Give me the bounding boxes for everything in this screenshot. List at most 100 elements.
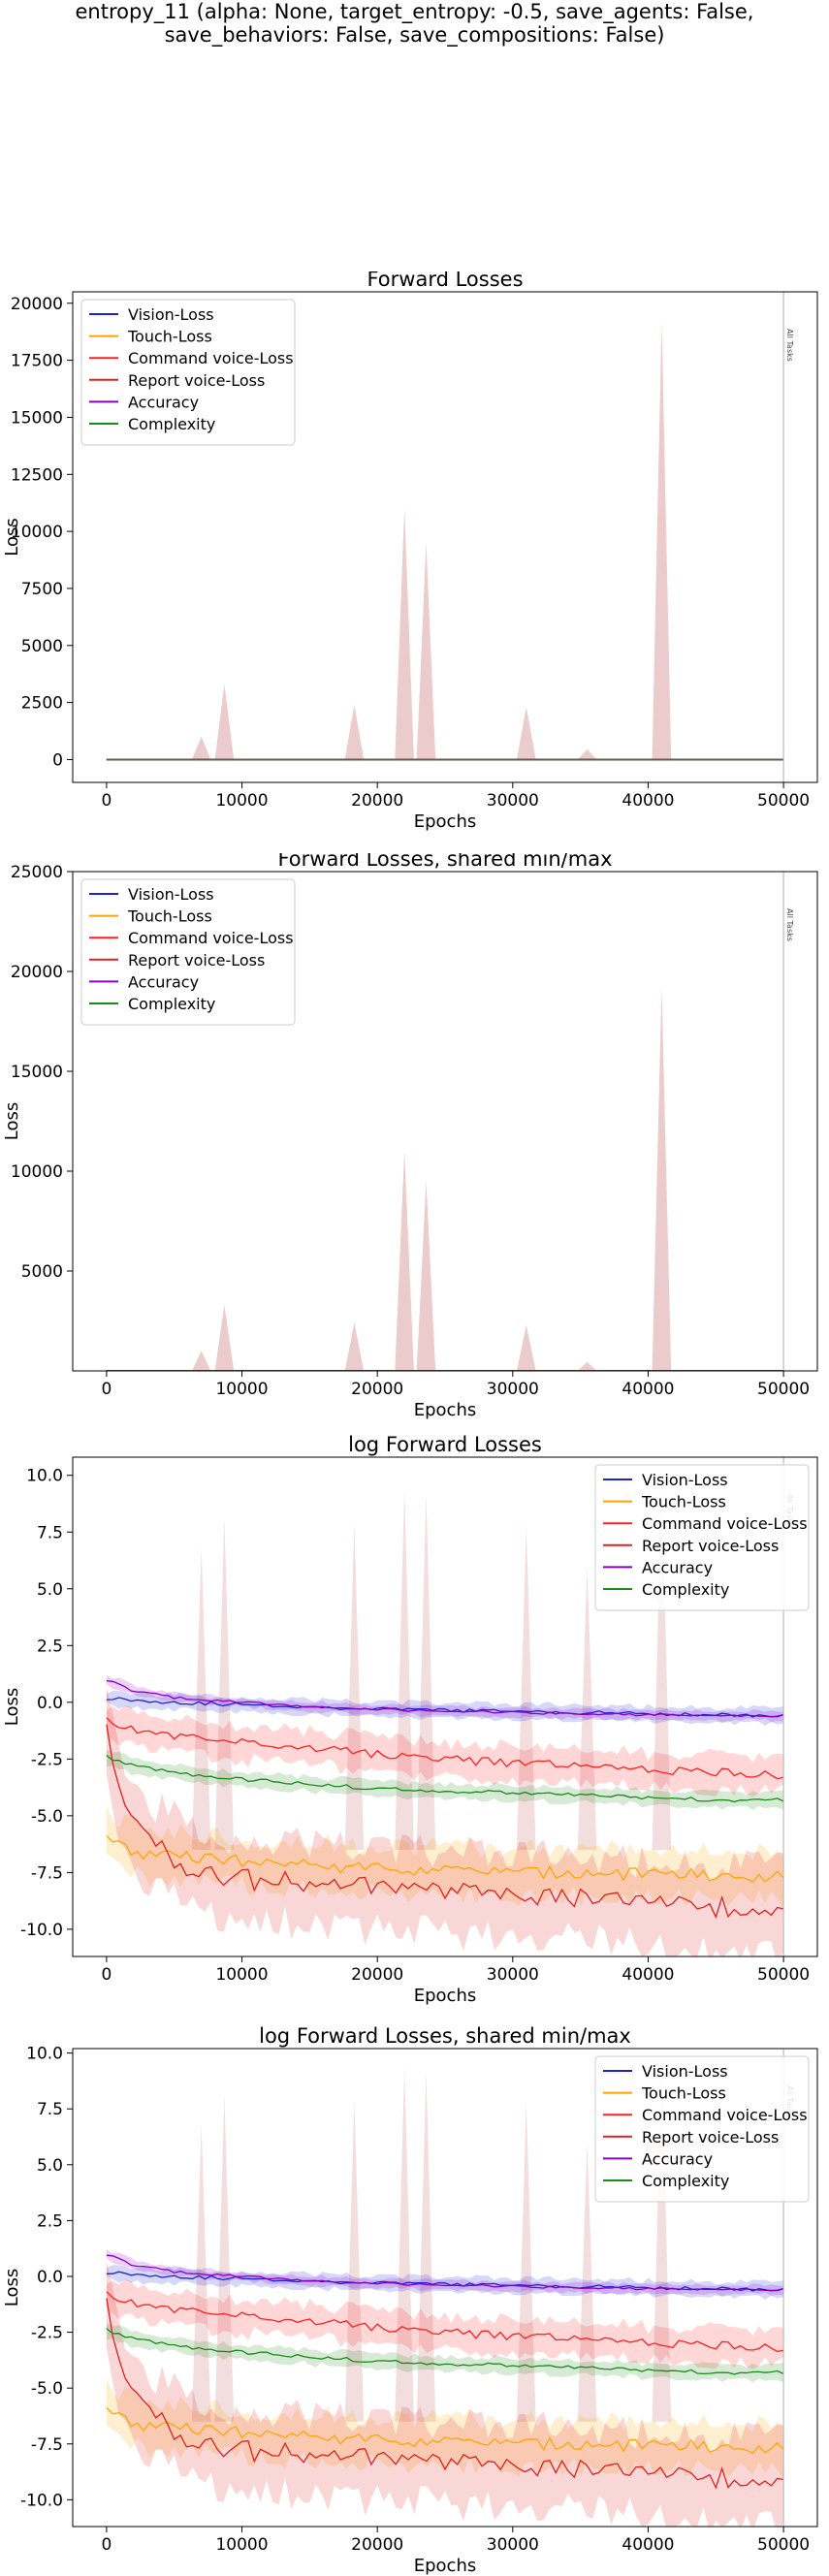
x-tick-label: 50000 [757,2535,810,2555]
plot-area [106,872,784,1371]
legend-label-touch-loss: Touch-Loss [127,907,212,926]
legend-label-command-voice-loss: Command voice-Loss [128,349,294,367]
suptitle-line-1: entropy_11 (alpha: None, target_entropy:… [75,0,754,23]
x-tick-label: 30000 [487,1965,539,1985]
legend-label-touch-loss: Touch-Loss [127,328,212,346]
spike-7 [652,2054,672,2422]
x-tick-label: 40000 [622,791,674,811]
spike-0 [191,2124,211,2422]
y-tick-label: 17500 [11,352,63,371]
y-tick-label: 2.5 [37,1637,63,1656]
spike-7 [652,321,672,760]
spike-1 [214,2095,235,2422]
x-tick-label: 50000 [757,1380,810,1399]
x-tick-label: 40000 [622,1965,674,1985]
y-tick-label: 12500 [11,465,63,485]
spike-5 [517,1525,536,1850]
y-tick-label: -2.5 [31,1750,63,1769]
x-tick-label: 0 [101,791,112,811]
chart-log-forward-losses-shared: All Tasks01000020000300004000050000-10.0… [2,2024,818,2576]
x-tick-label: 20000 [351,791,403,811]
spike-2 [344,2100,365,2422]
series-command-voice-loss [106,1717,784,1780]
spike-4 [416,2071,436,2422]
y-axis-label: Loss [2,518,22,556]
y-tick-label: 10.0 [26,1467,63,1486]
y-tick-label: -5.0 [31,2379,63,2399]
y-tick-label: 15000 [11,408,63,428]
y-tick-label: 5000 [21,1262,63,1282]
axes-frame [72,871,818,1372]
band-report-voice-loss [106,2261,784,2527]
series-touch-loss [106,1834,784,1884]
legend-label-command-voice-loss: Command voice-Loss [128,929,294,947]
y-tick-label: 0 [52,750,63,770]
spike-4 [416,1181,436,1371]
spike-1 [214,684,235,760]
x-tick-label: 20000 [351,1965,403,1985]
spike-7 [652,987,672,1371]
x-tick-label: 30000 [487,1380,539,1399]
y-tick-label: 10.0 [26,2045,63,2064]
legend: Vision-Loss Touch-Loss Command voice-Loss R… [80,878,296,1026]
y-axis-label: Loss [2,1102,22,1140]
spike-3 [395,1488,414,1850]
legend-box [80,878,296,1026]
series-complexity [106,2328,784,2375]
y-tick-label: 7.5 [37,2100,63,2119]
legend-box [594,1464,810,1611]
x-tick-label: 10000 [215,1380,268,1399]
legend: Vision-Loss Touch-Loss Command voice-Loss R… [594,1464,810,1611]
spike-6 [577,1361,597,1371]
legend-label-accuracy: Accuracy [128,972,199,991]
legend-label-vision-loss: Vision-Loss [642,1471,728,1489]
legend-label-vision-loss: Vision-Loss [128,305,214,324]
x-tick-label: 30000 [487,2535,539,2555]
y-tick-label: -7.5 [31,1863,63,1883]
legend-label-accuracy: Accuracy [128,393,199,411]
y-tick-label: -7.5 [31,2435,63,2455]
y-tick-label: 5.0 [37,1580,63,1600]
legend-label-command-voice-loss: Command voice-Loss [642,2106,808,2124]
y-tick-label: 25000 [11,863,63,882]
y-tick-label: -5.0 [31,1807,63,1827]
y-tick-label: 10000 [11,1162,63,1182]
x-tick-label: 20000 [351,1380,403,1399]
chart-title: log Forward Losses, shared min/max [259,2024,631,2048]
legend-label-complexity: Complexity [642,1580,729,1599]
y-axis-label: Loss [2,2269,22,2306]
legend-label-vision-loss: Vision-Loss [128,885,214,904]
spike-6 [577,748,597,760]
chart-forward-losses-shared: All Tasks 0 10000 20000 30000 40000 50000 5000 1… [2,853,818,1420]
spike-4 [416,542,436,760]
y-tick-label: 7.5 [37,1523,63,1542]
legend-label-report-voice-loss: Report voice-Loss [128,951,265,970]
marker-label: All Tasks [785,329,794,362]
x-tick-label: 0 [101,2535,112,2555]
chart-title: log Forward Losses [348,1435,542,1456]
spike-6 [577,1566,597,1850]
legend-label-report-voice-loss: Report voice-Loss [642,1537,779,1555]
series-touch-loss [106,2406,784,2455]
spike-3 [395,2066,414,2422]
x-axis-label: Epochs [414,1400,477,1420]
y-tick-label: -10.0 [20,2491,63,2510]
series-command-voice-loss [106,2291,784,2353]
x-tick-label: 10000 [215,1965,268,1985]
x-tick-label: 30000 [487,791,539,811]
spike-0 [191,1351,211,1371]
x-tick-label: 0 [101,1965,112,1985]
legend-label-complexity: Complexity [642,2172,729,2190]
band-vision-loss [106,1690,784,1726]
legend-label-command-voice-loss: Command voice-Loss [642,1514,808,1533]
spike-1 [214,1518,235,1850]
y-tick-label: 5.0 [37,2156,63,2176]
x-tick-label: 10000 [215,2535,268,2555]
spike-3 [395,1151,414,1371]
x-axis-label: Epochs [414,2556,477,2576]
series-accuracy [106,2254,784,2292]
legend-label-touch-loss: Touch-Loss [641,2084,726,2103]
x-tick-label: 40000 [622,2535,674,2555]
band-command-voice-loss [106,2279,784,2369]
legend-box [594,2055,810,2203]
